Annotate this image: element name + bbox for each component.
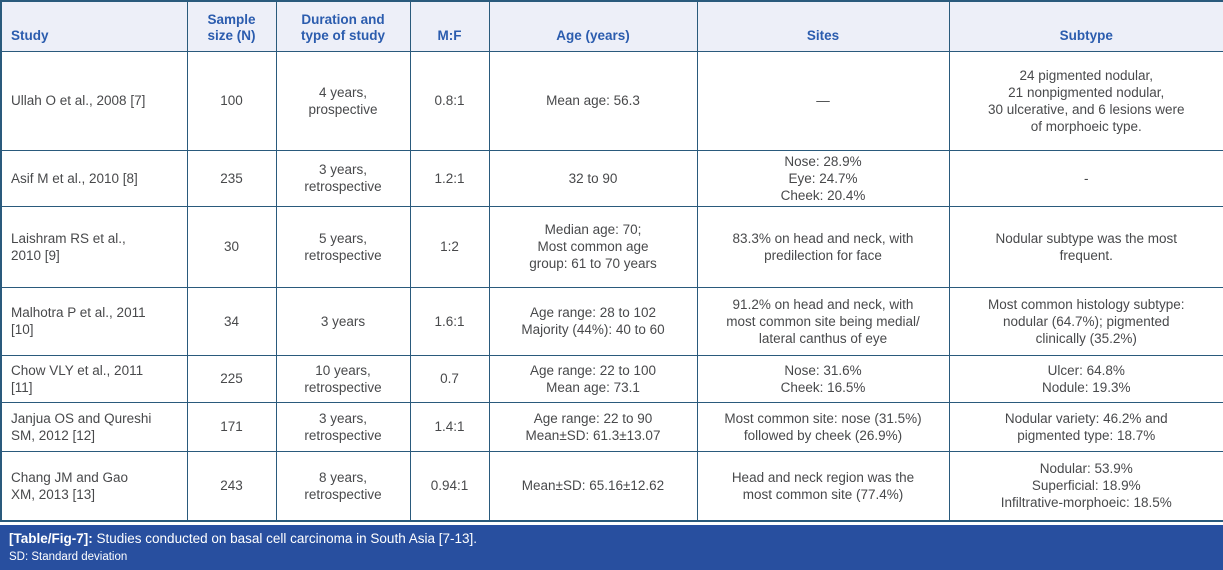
cell-sample-size: 100: [186, 50, 277, 151]
cell-subtype: Nodular: 53.9% Superficial: 18.9% Infilt…: [948, 450, 1223, 522]
cell-mf-ratio: 1.2:1: [409, 149, 490, 207]
cell-sites: 83.3% on head and neck, with predilectio…: [696, 205, 950, 288]
header-row: Study Sample size (N) Duration and type …: [0, 0, 1223, 52]
caption-line: [Table/Fig-7]: Studies conducted on basa…: [9, 531, 1213, 547]
cell-sites: Head and neck region was the most common…: [696, 450, 950, 522]
col-header-sample-size: Sample size (N): [186, 0, 277, 52]
col-header-age: Age (years): [488, 0, 698, 52]
cell-study: Janjua OS and Qureshi SM, 2012 [12]: [0, 401, 188, 452]
studies-table: Study Sample size (N) Duration and type …: [0, 0, 1223, 522]
col-header-sites: Sites: [696, 0, 950, 52]
table-row: Laishram RS et al., 2010 [9] 30 5 years,…: [0, 205, 1223, 288]
cell-duration: 3 years, retrospective: [275, 401, 411, 452]
cell-subtype: Most common histology subtype: nodular (…: [948, 286, 1223, 356]
cell-study: Asif M et al., 2010 [8]: [0, 149, 188, 207]
cell-subtype: Nodular variety: 46.2% and pigmented typ…: [948, 401, 1223, 452]
cell-sample-size: 243: [186, 450, 277, 522]
cell-age: Age range: 22 to 90 Mean±SD: 61.3±13.07: [488, 401, 698, 452]
table-row: Janjua OS and Qureshi SM, 2012 [12] 171 …: [0, 401, 1223, 452]
cell-age: Median age: 70; Most common age group: 6…: [488, 205, 698, 288]
cell-duration: 3 years: [275, 286, 411, 356]
cell-sample-size: 235: [186, 149, 277, 207]
col-header-duration: Duration and type of study: [275, 0, 411, 52]
col-header-study: Study: [0, 0, 188, 52]
cell-sample-size: 225: [186, 354, 277, 403]
cell-sites: 91.2% on head and neck, with most common…: [696, 286, 950, 356]
table-row: Malhotra P et al., 2011 [10] 34 3 years …: [0, 286, 1223, 356]
cell-duration: 5 years, retrospective: [275, 205, 411, 288]
cell-age: 32 to 90: [488, 149, 698, 207]
cell-mf-ratio: 0.94:1: [409, 450, 490, 522]
cell-mf-ratio: 1:2: [409, 205, 490, 288]
cell-mf-ratio: 0.8:1: [409, 50, 490, 151]
cell-subtype: 24 pigmented nodular, 21 nonpigmented no…: [948, 50, 1223, 151]
cell-study: Malhotra P et al., 2011 [10]: [0, 286, 188, 356]
cell-mf-ratio: 1.4:1: [409, 401, 490, 452]
cell-sites: Nose: 31.6% Cheek: 16.5%: [696, 354, 950, 403]
table-caption: [Table/Fig-7]: Studies conducted on basa…: [0, 525, 1223, 570]
cell-study: Chang JM and Gao XM, 2013 [13]: [0, 450, 188, 522]
cell-duration: 3 years, retrospective: [275, 149, 411, 207]
table-row: Chow VLY et al., 2011 [11] 225 10 years,…: [0, 354, 1223, 403]
col-header-subtype: Subtype: [948, 0, 1223, 52]
cell-sites: Nose: 28.9% Eye: 24.7% Cheek: 20.4%: [696, 149, 950, 207]
table-row: Asif M et al., 2010 [8] 235 3 years, ret…: [0, 149, 1223, 207]
cell-subtype: Nodular subtype was the most frequent.: [948, 205, 1223, 288]
cell-sample-size: 30: [186, 205, 277, 288]
cell-study: Laishram RS et al., 2010 [9]: [0, 205, 188, 288]
cell-age: Mean age: 56.3: [488, 50, 698, 151]
col-header-mf-ratio: M:F: [409, 0, 490, 52]
cell-sites: —: [696, 50, 950, 151]
cell-duration: 10 years, retrospective: [275, 354, 411, 403]
cell-duration: 8 years, retrospective: [275, 450, 411, 522]
table-row: Ullah O et al., 2008 [7] 100 4 years, pr…: [0, 50, 1223, 151]
caption-footnote: SD: Standard deviation: [9, 551, 128, 563]
cell-sites: Most common site: nose (31.5%) followed …: [696, 401, 950, 452]
cell-duration: 4 years, prospective: [275, 50, 411, 151]
cell-subtype: -: [948, 149, 1223, 207]
caption-label: [Table/Fig-7]:: [9, 531, 93, 546]
cell-age: Age range: 22 to 100 Mean age: 73.1: [488, 354, 698, 403]
cell-mf-ratio: 1.6:1: [409, 286, 490, 356]
cell-study: Chow VLY et al., 2011 [11]: [0, 354, 188, 403]
table-row: Chang JM and Gao XM, 2013 [13] 243 8 yea…: [0, 450, 1223, 522]
cell-subtype: Ulcer: 64.8% Nodule: 19.3%: [948, 354, 1223, 403]
cell-sample-size: 34: [186, 286, 277, 356]
cell-age: Age range: 28 to 102 Majority (44%): 40 …: [488, 286, 698, 356]
caption-text: Studies conducted on basal cell carcinom…: [96, 531, 477, 546]
cell-mf-ratio: 0.7: [409, 354, 490, 403]
cell-study: Ullah O et al., 2008 [7]: [0, 50, 188, 151]
cell-sample-size: 171: [186, 401, 277, 452]
cell-age: Mean±SD: 65.16±12.62: [488, 450, 698, 522]
